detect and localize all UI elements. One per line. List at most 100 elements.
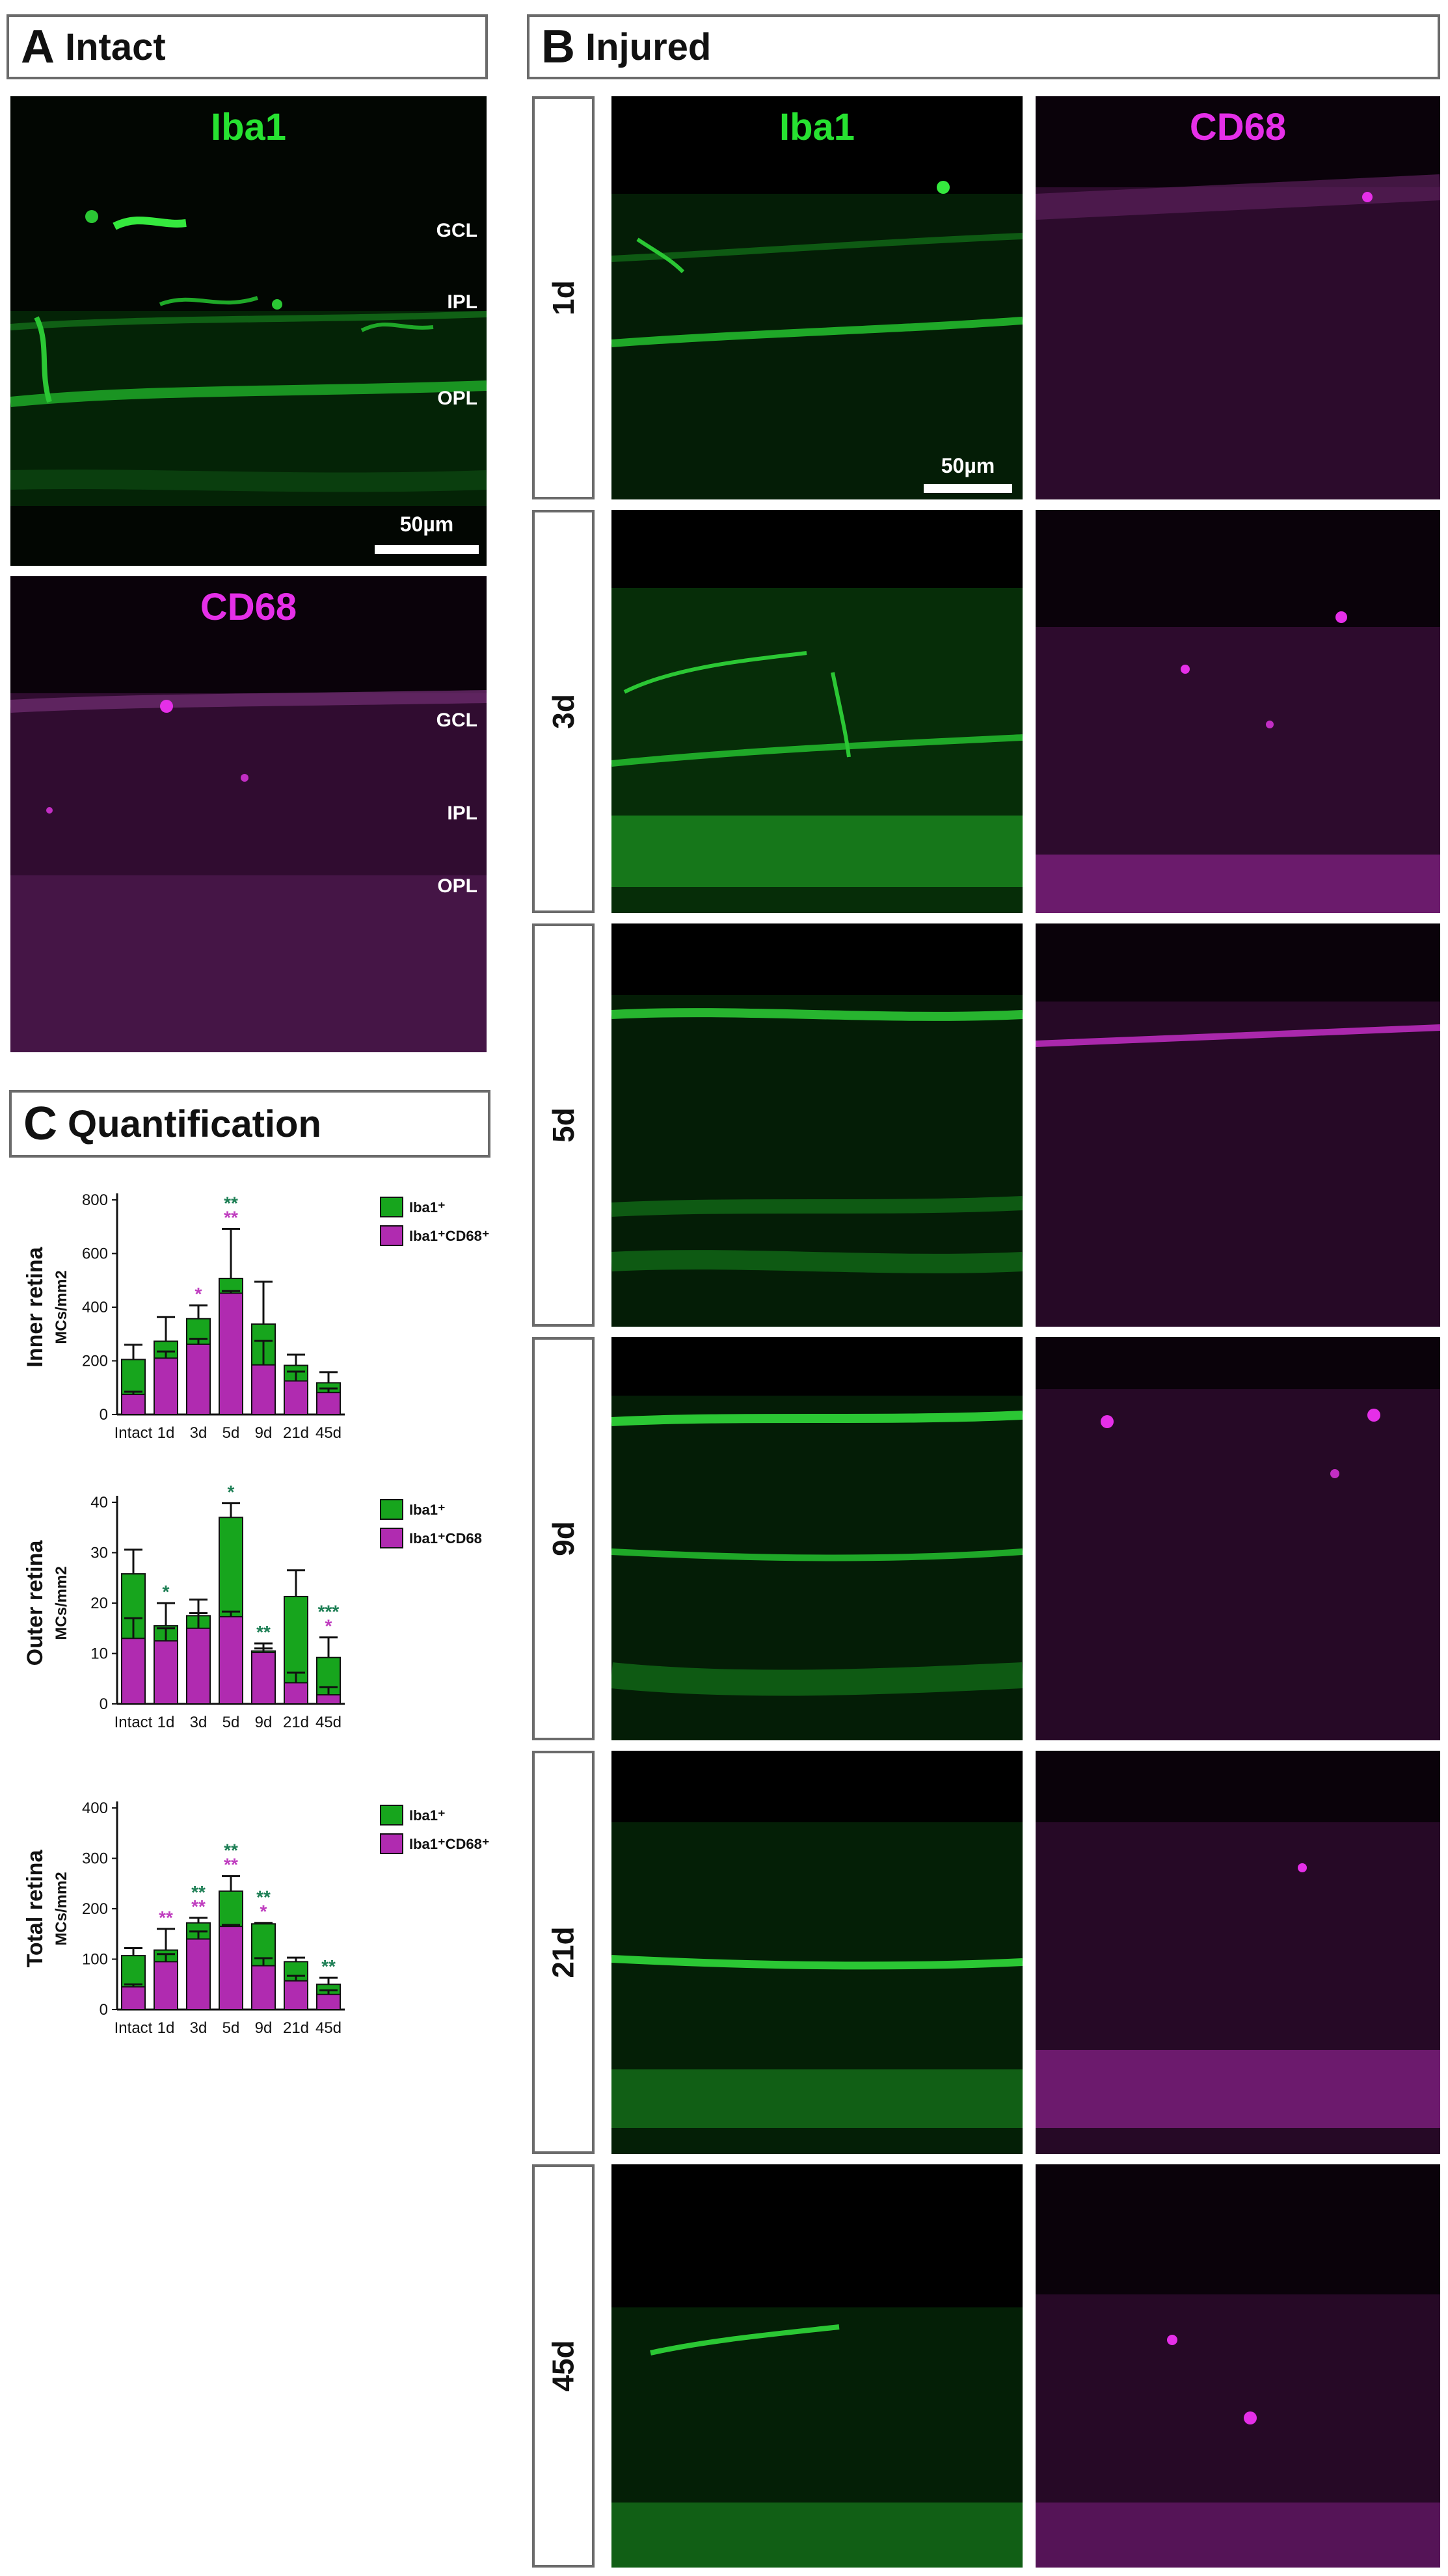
significance-magenta: ** xyxy=(224,1855,238,1875)
row-label-45d: 45d xyxy=(532,2164,595,2568)
x-tick-label: 9d xyxy=(255,1714,273,1731)
iba1-21d-microscopy xyxy=(611,1822,1023,2154)
cd68-1d-microscopy xyxy=(1036,174,1440,499)
injured-cd68-21d-image xyxy=(1036,1751,1440,2154)
iba1-5d-microscopy xyxy=(611,995,1023,1327)
x-tick-label: 21d xyxy=(283,1714,309,1731)
bar-iba1-cd68 xyxy=(316,1392,341,1415)
x-tick-label: 3d xyxy=(190,2019,208,2037)
injured-cd68-45d-image xyxy=(1036,2164,1440,2568)
legend-label: Iba1⁺ xyxy=(409,1502,446,1518)
significance-green: ** xyxy=(224,1193,238,1214)
y-tick-label: 20 xyxy=(90,1595,108,1612)
row-label-1d: 1d xyxy=(532,96,595,499)
significance-magenta: ** xyxy=(224,1208,238,1228)
y-tick-label: 30 xyxy=(90,1545,108,1562)
significance-magenta: * xyxy=(260,1902,267,1922)
scale-bar-label: 50µm xyxy=(399,512,454,536)
y-tick-label: 0 xyxy=(100,1406,108,1424)
bar-iba1-cd68 xyxy=(219,1926,243,2010)
x-tick-label: Intact xyxy=(114,2019,153,2037)
x-tick-label: 45d xyxy=(315,1714,342,1731)
x-tick-label: 1d xyxy=(157,2019,175,2037)
x-tick-label: 1d xyxy=(157,1424,175,1442)
panel-a-letter: A xyxy=(21,21,55,73)
row-label-21d: 21d xyxy=(532,1751,595,2154)
y-tick-label: 0 xyxy=(100,2001,108,2019)
bar-iba1-cd68 xyxy=(251,1651,276,1705)
iba1-3d-microscopy xyxy=(611,588,1023,913)
bar-iba1-cd68 xyxy=(251,1965,276,2011)
bar-iba1-cd68 xyxy=(284,1980,308,2011)
legend-label: Iba1⁺CD68⁺ xyxy=(409,1836,490,1852)
injured-iba1-9d-image xyxy=(611,1337,1023,1740)
x-tick-label: 5d xyxy=(222,1424,240,1442)
panel-b-title: Injured xyxy=(585,25,712,68)
y-tick-label: 200 xyxy=(82,1353,108,1370)
x-tick-label: 45d xyxy=(315,1424,342,1442)
cd68-5d-microscopy xyxy=(1036,1002,1440,1327)
legend-swatch xyxy=(380,1528,403,1548)
iba1-9d-microscopy xyxy=(611,1396,1023,1740)
scale-bar xyxy=(375,545,479,554)
legend-label: Iba1⁺ xyxy=(409,1199,446,1215)
x-tick-label: 9d xyxy=(255,1424,273,1442)
y-tick-label: 400 xyxy=(82,1799,108,1817)
total-retina-chart-svg: Total retina MCs/mm2 0 100 200 300 400 Intact 1d… xyxy=(23,1799,490,2037)
row-label-3d: 3d xyxy=(532,510,595,913)
panel-c-letter: C xyxy=(23,1098,57,1150)
significance-green: ** xyxy=(191,1882,206,1902)
legend-swatch xyxy=(380,1225,403,1246)
total-retina-chart: Total retina MCs/mm2 0 100 200 300 400 Intact 1d… xyxy=(7,1782,501,2055)
intact-cd68-label: CD68 xyxy=(200,586,297,628)
significance-magenta: * xyxy=(325,1616,332,1636)
injured-cd68-3d-image xyxy=(1036,510,1440,913)
opl-label: OPL xyxy=(437,388,477,409)
legend-swatch xyxy=(380,1197,403,1217)
cd68-45d-microscopy xyxy=(1036,2294,1440,2568)
bar-iba1-cd68 xyxy=(284,1380,308,1415)
y-tick-label: 200 xyxy=(82,1900,108,1918)
injured-iba1-3d-image xyxy=(611,510,1023,913)
y-tick-label: 40 xyxy=(90,1494,108,1511)
legend-label: Iba1⁺CD68⁺ xyxy=(409,1228,490,1244)
bar-iba1-cd68 xyxy=(154,1961,178,2010)
bar-iba1-cd68 xyxy=(251,1364,276,1415)
injured-cd68-1d-image: CD68 xyxy=(1036,96,1440,499)
y-tick-label: 10 xyxy=(90,1645,108,1663)
significance-magenta: * xyxy=(195,1284,202,1304)
bar-iba1-cd68 xyxy=(316,1993,341,2010)
intact-cd68-image: CD68 GCL IPL OPL xyxy=(10,576,487,1052)
significance-magenta: ** xyxy=(159,1907,173,1928)
bar-iba1-cd68 xyxy=(121,1986,146,2010)
x-tick-label: 1d xyxy=(157,1714,175,1731)
panel-b-header: B Injured xyxy=(527,14,1440,79)
y-axis-label: Total retina xyxy=(23,1850,47,1968)
panel-c-header: C Quantification xyxy=(9,1090,490,1158)
row-label-45d-text: 45d xyxy=(546,2340,580,2392)
row-label-5d: 5d xyxy=(532,923,595,1327)
significance-green: ** xyxy=(321,1956,336,1976)
legend-swatch xyxy=(380,1499,403,1520)
injured-cd68-label: CD68 xyxy=(1189,106,1287,148)
legend-label: Iba1⁺ xyxy=(409,1807,446,1824)
y-axis-unit: MCs/mm2 xyxy=(53,1566,70,1640)
injured-scale-bar xyxy=(924,484,1012,493)
inner-retina-chart-svg: Inner retina MCs/mm2 0 200 400 600 800 Intact 1d… xyxy=(23,1191,490,1442)
x-tick-label: 5d xyxy=(222,1714,240,1731)
intact-iba1-microscopy xyxy=(10,210,487,506)
bar-iba1-cd68 xyxy=(186,1938,211,2010)
bar-iba1-cd68 xyxy=(154,1640,178,1705)
row-label-5d-text: 5d xyxy=(546,1108,580,1143)
panel-a-header: A Intact xyxy=(7,14,488,79)
y-tick-label: 0 xyxy=(100,1695,108,1713)
x-tick-label: 3d xyxy=(190,1424,208,1442)
intact-iba1-label: Iba1 xyxy=(210,106,287,148)
injured-cd68-9d-image xyxy=(1036,1337,1440,1740)
y-axis-unit: MCs/mm2 xyxy=(53,1270,70,1344)
bar-iba1-cd68 xyxy=(219,1615,243,1705)
bar-iba1-cd68 xyxy=(121,1638,146,1705)
panel-b-letter: B xyxy=(541,21,575,73)
x-tick-label: 3d xyxy=(190,1714,208,1731)
gcl-label-cd68: GCL xyxy=(436,710,477,731)
